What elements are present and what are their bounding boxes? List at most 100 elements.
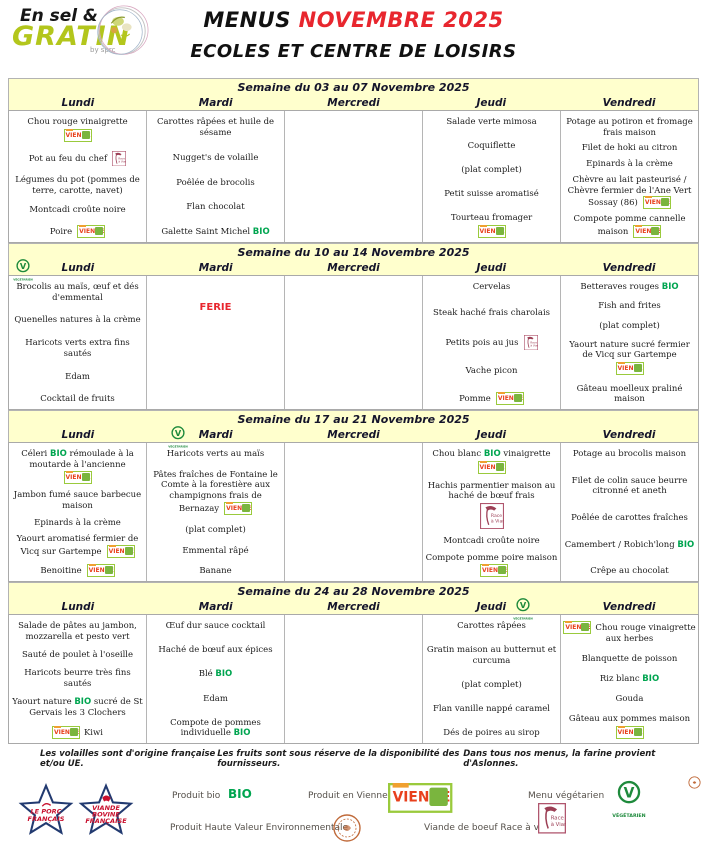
- day-header-row: Lundi Mardi Mercredi V VÉGÉTARIEN Jeudi Vendre…: [9, 598, 698, 620]
- menu-item: Sauté de poulet à l'oseille: [21, 649, 134, 660]
- menu-item: Hachis parmentier maison au haché de bœu…: [425, 481, 558, 529]
- menu-item: Cocktail de fruits: [40, 394, 115, 405]
- menu-item: Pomme VIENNE: [459, 391, 524, 405]
- day-label: Mercredi: [327, 601, 380, 613]
- weeks-container: Semaine du 03 au 07 Novembre 2025 Lundi Ma…: [8, 78, 699, 744]
- basket-icon: [124, 546, 133, 555]
- menu-item: Pâtes fraîches de Fontaine le Comte à la…: [153, 469, 278, 515]
- day-header-mercredi: Mercredi: [285, 426, 423, 441]
- bio-icon: BIO: [483, 449, 501, 459]
- day-header-mercredi: Mercredi: [285, 598, 423, 613]
- menu-item: Potage au potiron et fromage frais maiso…: [566, 117, 693, 138]
- menu-item: Cervelas: [472, 282, 511, 292]
- menu-item: Céleri BIO rémoulade à la moutarde à l'a…: [11, 449, 144, 485]
- logo-byline: by sprc: [90, 46, 116, 54]
- menu-item: Quenelles natures à la crème: [14, 315, 141, 326]
- svg-text:VIANDE: VIANDE: [92, 804, 120, 812]
- menu-item: Betteraves rouges BIO: [580, 282, 679, 292]
- day-column-mercredi: [285, 111, 423, 242]
- vegetarien-icon: V VÉGÉTARIEN: [612, 779, 646, 823]
- svg-text:Race: Race: [118, 156, 125, 160]
- logo-line1: En sel &: [20, 6, 98, 26]
- title-month: NOVEMBRE 2025: [298, 8, 504, 32]
- day-header-mercredi: Mercredi: [285, 94, 423, 109]
- menu-item: Benoitine VIENNE: [40, 564, 115, 577]
- svg-text:Race: Race: [490, 513, 501, 519]
- day-header-row: Lundi V VÉGÉTARIEN Mardi Mercredi Jeudi Vendre…: [9, 426, 698, 448]
- menu-item: Filet de hoki au citron: [581, 143, 678, 154]
- footnote-fruits: Les fruits sont sous réserve de la dispo…: [217, 749, 460, 769]
- produit-en-vienne-icon: VIENNE: [615, 726, 644, 739]
- day-label: Mercredi: [327, 262, 380, 274]
- menu-item: Filet de colin sauce beurre citronné et …: [571, 475, 688, 497]
- vegetarien-icon: V VÉGÉTARIEN: [13, 258, 33, 283]
- legend-label-menu-vegetarien: Menu végétarien: [528, 791, 605, 801]
- bio-icon: BIO: [228, 787, 252, 801]
- day-header-row: Lundi Mardi Mercredi Jeudi Vendredi: [9, 94, 698, 110]
- viande-bovine-francaise-logo: VIANDE BOVINE FRANÇAISE: [78, 783, 134, 837]
- menu-item: VIENNE Kiwi: [51, 726, 104, 739]
- menu-item: Chèvre au lait pasteurisé / Chèvre fermi…: [567, 174, 692, 210]
- menu-item: Riz blanc BIO: [599, 674, 660, 685]
- produit-en-vienne-icon: VIENNE: [477, 225, 506, 238]
- basket-icon: [651, 227, 660, 235]
- svg-text:V: V: [20, 261, 27, 271]
- basket-icon: [495, 462, 504, 471]
- day-label: Mardi: [198, 601, 233, 613]
- day-label: Vendredi: [602, 262, 656, 274]
- week-title: Semaine du 24 au 28 Novembre 2025: [237, 585, 470, 598]
- basket-icon: [69, 728, 78, 736]
- day-column-lundi: Brocolis au maïs, œuf et dés d'emmental Q…: [9, 276, 147, 409]
- week-header-band: Semaine du 10 au 14 Novembre 2025 V VÉGÉTA…: [8, 243, 699, 281]
- menu-item: Jambon fumé sauce barbecue maison: [13, 490, 142, 511]
- basket-icon: [660, 198, 669, 207]
- title-black: MENUS: [203, 8, 299, 32]
- day-label: Mardi: [198, 97, 233, 109]
- menu-item: Edam: [65, 371, 90, 382]
- bio-icon: BIO: [233, 728, 251, 739]
- menu-item: FERIE: [199, 302, 232, 313]
- day-header-jeudi: V VÉGÉTARIEN Jeudi: [422, 598, 560, 620]
- day-header-mardi: V VÉGÉTARIEN Mardi: [147, 426, 285, 448]
- svg-text:VÉGÉTARIEN: VÉGÉTARIEN: [13, 276, 33, 281]
- menu-item: Tourteau fromager VIENNE: [425, 213, 558, 238]
- day-label: Mardi: [198, 262, 233, 274]
- basket-icon: [513, 393, 522, 402]
- menu-item: Gâteau moelleux praliné maison: [576, 383, 683, 405]
- produit-en-vienne-icon: VIENNE: [642, 196, 671, 210]
- week-section: Semaine du 10 au 14 Novembre 2025 V VÉGÉTA…: [8, 243, 699, 410]
- day-header-jeudi: Jeudi: [422, 259, 560, 274]
- legend-label-produit-bio: Produit bio: [172, 791, 221, 801]
- menu-item: (plat complet): [599, 320, 660, 331]
- basket-icon: [95, 226, 104, 235]
- day-header-lundi: Lundi: [9, 94, 147, 109]
- svg-text:V: V: [175, 428, 182, 438]
- menu-item: Chou blanc BIO vinaigrette VIENNE: [425, 449, 558, 474]
- menu-item: Galette Saint Michel BIO: [161, 227, 270, 238]
- day-column-jeudi: Carottes râpées Gratin maison au butternu…: [423, 615, 561, 743]
- menu-item: Brocolis au maïs, œuf et dés d'emmental: [16, 282, 139, 303]
- produit-en-vienne-icon: VIENNE: [633, 225, 662, 238]
- menu-item: Steak haché frais charolais: [432, 308, 551, 319]
- day-label: Jeudi: [476, 429, 507, 441]
- bio-icon: BIO: [642, 674, 660, 685]
- menu-item: Poêlée de carottes fraîches: [571, 513, 688, 523]
- day-header-mardi: Mardi: [147, 598, 285, 613]
- svg-text:Race: Race: [551, 816, 564, 822]
- day-header-lundi: Lundi: [9, 598, 147, 613]
- menu-item: Dés de poires au sirop: [443, 728, 540, 739]
- menu-item: Carottes râpées: [457, 621, 526, 631]
- menu-item: Salade de pâtes au jambon, mozzarella et…: [18, 621, 137, 642]
- produit-en-vienne-icon: VIENNE: [388, 783, 453, 813]
- basket-icon: [429, 787, 448, 806]
- week-section: Semaine du 17 au 21 Novembre 2025 Lundi V V…: [8, 410, 699, 582]
- produit-en-vienne-icon: VIENNE: [224, 501, 253, 515]
- day-label: Jeudi: [476, 262, 507, 274]
- footnotes: Les volailles sont d'origine française e…: [0, 744, 707, 769]
- menu-item: Compote pomme poire maison VIENNE: [425, 553, 558, 577]
- day-column-vendredi: Betteraves rouges BIO Fish and frites (pla…: [561, 276, 698, 409]
